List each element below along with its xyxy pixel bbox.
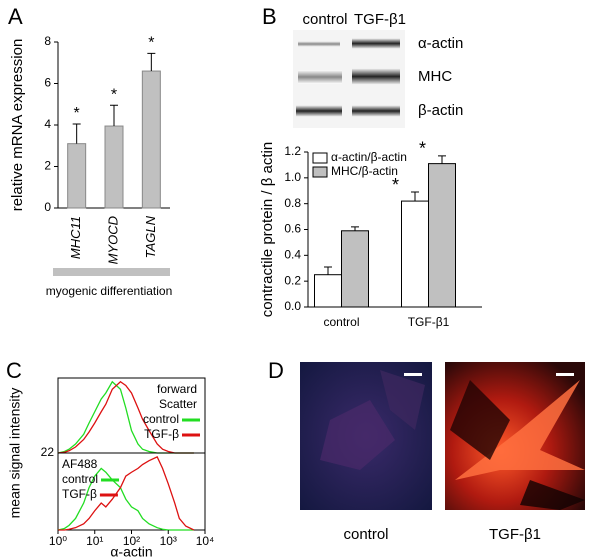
- y-tick-label: 4: [44, 117, 51, 131]
- legend-label: MHC/β-actin: [331, 164, 398, 178]
- y-tick-label: 6: [44, 76, 51, 90]
- panel-label: A: [8, 4, 23, 29]
- legend-label: TGF-β: [62, 487, 97, 501]
- legend-swatch: [312, 166, 328, 178]
- y-tick-label: 1.2: [284, 144, 301, 158]
- group-bracket: [53, 268, 170, 276]
- bar: [67, 143, 87, 209]
- micrograph-caption: TGF-β1: [489, 526, 541, 543]
- legend-label: TGF-β: [144, 427, 179, 441]
- x-tick-label: 10³: [160, 534, 177, 548]
- blot: [293, 30, 405, 128]
- panel-label: C: [6, 358, 22, 383]
- annotation: 22: [41, 445, 55, 459]
- significance: *: [74, 105, 80, 122]
- x-tick-label: control: [323, 315, 359, 329]
- error-bar: [324, 266, 332, 275]
- blot-column: control: [302, 11, 347, 28]
- y-axis-label: contractile protein / β actin: [259, 142, 276, 317]
- y-tick-label: 0.6: [284, 222, 301, 236]
- bar: [104, 125, 124, 209]
- micrograph: [300, 362, 432, 510]
- error-bar: [411, 191, 419, 202]
- x-tick-label: TAGLN: [143, 215, 158, 258]
- y-tick-label: 0.0: [284, 299, 301, 313]
- histogram-line: [57, 467, 194, 531]
- legend-label: control: [62, 472, 98, 486]
- bar: [428, 163, 456, 308]
- micrograph: [445, 362, 585, 510]
- micrograph-caption: control: [343, 526, 388, 543]
- x-axis-label: α-actin: [110, 544, 152, 560]
- y-axis-label: mean signal intensity: [7, 388, 23, 519]
- panel-title: AF488: [62, 457, 98, 471]
- x-tick-label: 10¹: [86, 534, 103, 548]
- significance: *: [419, 139, 426, 159]
- x-tick-label: TGF-β1: [408, 315, 450, 329]
- y-axis-label: relative mRNA expression: [9, 39, 26, 212]
- bar: [141, 70, 161, 209]
- bar: [314, 274, 342, 308]
- y-tick-label: 8: [44, 34, 51, 48]
- significance: *: [392, 175, 399, 195]
- x-tick-label: 10⁴: [196, 534, 215, 548]
- panel-label: B: [262, 4, 277, 29]
- error-bar: [351, 226, 359, 231]
- error-bar: [147, 52, 156, 72]
- y-tick-label: 2: [44, 159, 51, 173]
- blot-column: TGF-β1: [354, 11, 406, 28]
- x-tick-label: 10²: [123, 534, 140, 548]
- significance: *: [111, 87, 117, 104]
- legend-label: control: [143, 412, 179, 426]
- blot-row: α-actin: [418, 35, 463, 52]
- blot-row: MHC: [418, 68, 452, 85]
- error-bar: [72, 123, 81, 144]
- error-bar: [438, 155, 446, 164]
- x-tick-label: 10⁰: [49, 534, 67, 548]
- legend-label: α-actin/β-actin: [331, 150, 407, 164]
- histogram-line: [58, 455, 195, 531]
- y-tick-label: 0.8: [284, 196, 301, 210]
- panel-title: Scatter: [159, 397, 197, 411]
- panel-label: D: [268, 358, 284, 383]
- y-tick-label: 0: [44, 200, 51, 214]
- histogram-line: [57, 380, 194, 454]
- bar: [401, 200, 429, 308]
- bar: [341, 230, 369, 308]
- legend-swatch: [312, 152, 328, 164]
- panel-title: forward: [157, 382, 197, 396]
- error-bar: [110, 104, 118, 127]
- y-tick-label: 1.0: [284, 170, 301, 184]
- y-tick-label: 0.4: [284, 248, 301, 262]
- blot-row: β-actin: [418, 102, 463, 119]
- group-label: myogenic differentiation: [46, 284, 173, 298]
- significance: *: [148, 35, 154, 52]
- x-tick-label: MYOCD: [105, 216, 120, 264]
- x-tick-label: MHC11: [68, 216, 83, 259]
- y-tick-label: 0.2: [284, 273, 301, 287]
